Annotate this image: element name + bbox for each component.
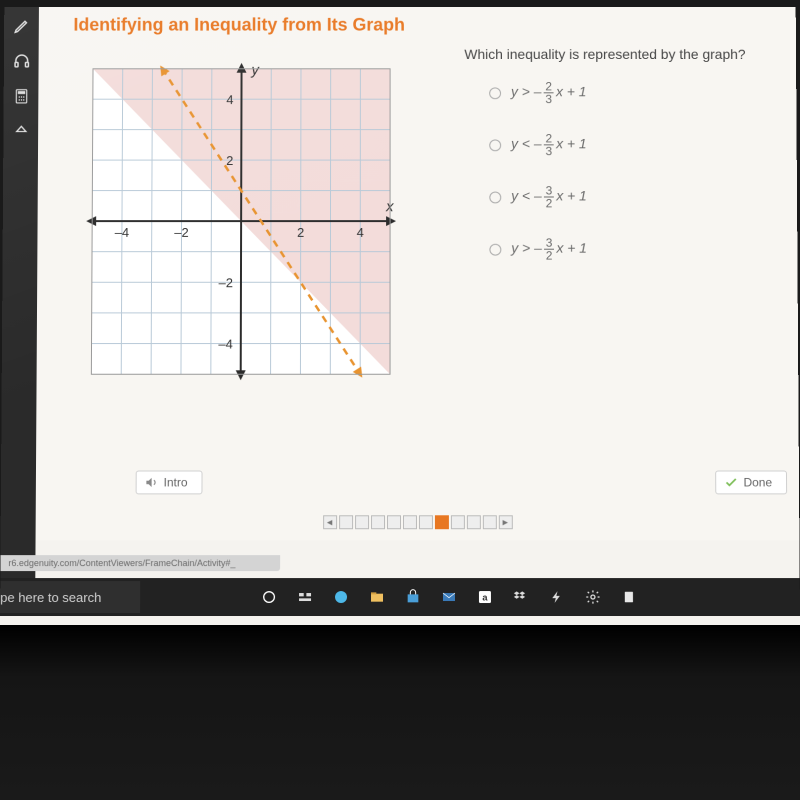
svg-text:2: 2	[226, 153, 233, 168]
cortana-icon[interactable]	[260, 588, 278, 606]
done-label: Done	[743, 475, 772, 489]
svg-text:a: a	[482, 592, 488, 602]
page-title: Identifying an Inequality from Its Graph	[73, 15, 405, 36]
dropbox-icon[interactable]	[512, 588, 530, 606]
svg-text:4: 4	[357, 225, 364, 240]
answer-option-2[interactable]: y < –32x + 1	[489, 185, 587, 210]
answer-option-1[interactable]: y < –23x + 1	[489, 133, 586, 158]
notes-icon[interactable]	[620, 588, 638, 606]
progress-step[interactable]	[387, 515, 401, 529]
progress-step[interactable]	[466, 515, 480, 529]
amazon-icon[interactable]: a	[476, 588, 494, 606]
collapse-icon[interactable]	[10, 121, 32, 143]
progress-indicator: ◄ ►	[323, 515, 513, 529]
progress-step[interactable]	[402, 515, 416, 529]
mail-icon[interactable]	[440, 588, 458, 606]
progress-step[interactable]	[450, 515, 464, 529]
progress-step[interactable]	[434, 515, 448, 529]
answer-options: y > –23x + 1 y < –23x + 1 y < –32x + 1 y…	[489, 81, 587, 262]
question-text: Which inequality is represented by the g…	[464, 46, 786, 62]
task-view-icon[interactable]	[296, 588, 314, 606]
svg-text:2: 2	[297, 225, 304, 240]
taskbar: pe here to search a	[0, 578, 800, 616]
laptop-bezel	[0, 625, 800, 800]
pencil-icon[interactable]	[11, 15, 33, 37]
radio-icon	[489, 87, 501, 99]
svg-text:–2: –2	[174, 225, 188, 240]
progress-step[interactable]	[482, 515, 496, 529]
taskbar-icons: a	[260, 588, 638, 606]
power-icon[interactable]	[548, 588, 566, 606]
svg-text:–4: –4	[218, 337, 232, 352]
intro-label: Intro	[164, 475, 188, 489]
taskbar-search[interactable]: pe here to search	[0, 581, 140, 613]
progress-step[interactable]	[371, 515, 385, 529]
answer-option-3[interactable]: y > –32x + 1	[489, 237, 587, 262]
edge-icon[interactable]	[332, 588, 350, 606]
file-explorer-icon[interactable]	[368, 588, 386, 606]
progress-step[interactable]	[339, 515, 353, 529]
intro-button[interactable]: Intro	[136, 471, 203, 495]
tool-sidebar	[0, 7, 39, 580]
progress-next[interactable]: ►	[498, 515, 512, 529]
headphones-icon[interactable]	[10, 50, 32, 72]
svg-text:–4: –4	[115, 225, 129, 240]
svg-text:4: 4	[226, 92, 233, 107]
inequality-graph: –4–224–4–224xy	[76, 54, 405, 389]
progress-step[interactable]	[355, 515, 369, 529]
done-button[interactable]: Done	[715, 471, 787, 495]
progress-prev[interactable]: ◄	[323, 515, 337, 529]
radio-icon	[489, 191, 501, 203]
svg-text:–2: –2	[219, 275, 233, 290]
calculator-icon[interactable]	[10, 85, 32, 107]
store-icon[interactable]	[404, 588, 422, 606]
answer-option-0[interactable]: y > –23x + 1	[489, 81, 586, 106]
lesson-content: Identifying an Inequality from Its Graph…	[36, 7, 800, 540]
audio-icon	[145, 475, 159, 489]
settings-gear-icon[interactable]	[584, 588, 602, 606]
url-tab: r6.edgenuity.com/ContentViewers/FrameCha…	[0, 555, 280, 571]
radio-icon	[489, 243, 501, 255]
progress-step[interactable]	[418, 515, 432, 529]
radio-icon	[489, 139, 501, 151]
check-icon	[724, 475, 738, 489]
